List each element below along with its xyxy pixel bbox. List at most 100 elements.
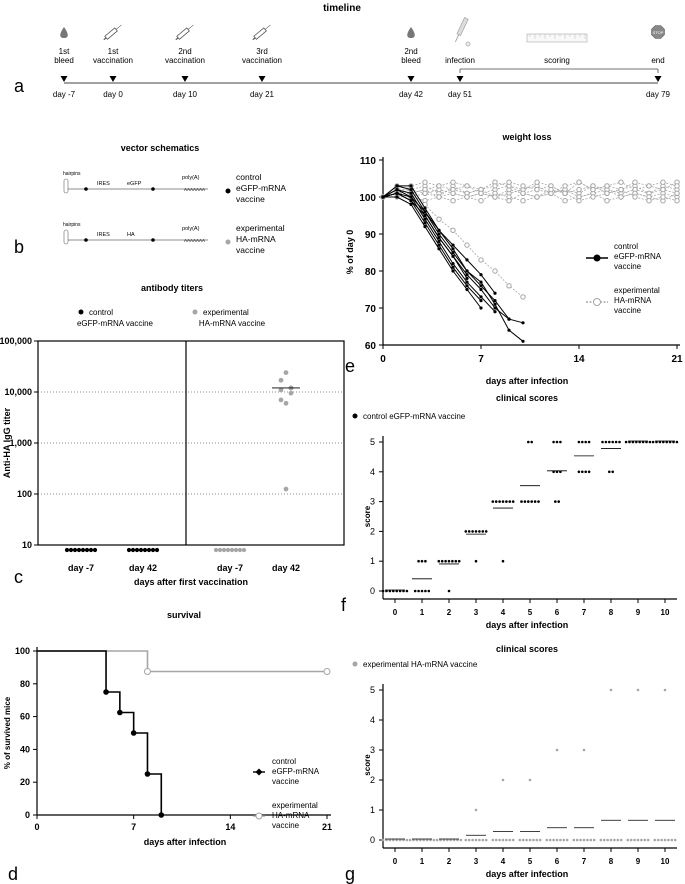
weight-curve (382, 181, 678, 198)
data-point (660, 838, 663, 842)
data-point (451, 247, 455, 251)
data-point (423, 213, 427, 218)
x-tick-label: 0 (393, 857, 398, 866)
data-point (520, 198, 526, 204)
x-tick-label: day -7 (217, 563, 243, 573)
x-tick-label: 8 (609, 857, 614, 866)
x-tick-label: 10 (661, 608, 670, 617)
y-axis-label: % of survived mice (3, 696, 12, 769)
data-point (520, 500, 523, 503)
data-point (409, 195, 413, 199)
data-point (432, 838, 436, 842)
x-tick-label: 2 (447, 608, 452, 617)
timeline-day-label: day 21 (250, 90, 275, 99)
data-point (474, 530, 478, 533)
x-tick-label: 2 (447, 857, 452, 866)
data-point (92, 547, 98, 553)
data-point (505, 500, 508, 503)
data-point (590, 194, 596, 200)
data-point (409, 199, 413, 203)
timeline-marker (407, 76, 415, 82)
legend-marker (192, 309, 198, 315)
data-point (660, 179, 666, 185)
weight-curve (382, 192, 678, 202)
data-point (562, 183, 568, 189)
data-point (471, 838, 474, 842)
data-point (624, 440, 628, 444)
data-point (423, 225, 427, 229)
data-point (467, 530, 471, 533)
timeline-title: timeline (323, 3, 361, 14)
panel-letter-d: d (8, 864, 18, 884)
data-point (427, 589, 431, 593)
data-point (501, 559, 505, 563)
y-tick-label: 20 (20, 777, 30, 787)
data-point (451, 254, 455, 258)
data-point (667, 838, 670, 842)
data-point (451, 250, 455, 255)
syringe-barrel (104, 27, 118, 40)
timeline-event-label: vaccination (242, 56, 282, 65)
data-point (530, 440, 533, 444)
data-point (381, 838, 385, 842)
data-point (420, 559, 424, 563)
data-point (278, 397, 284, 403)
weight-curve (382, 185, 524, 324)
timeline-event-label: vaccination (93, 56, 133, 65)
data-point (520, 183, 526, 189)
y-tick-label: 70 (365, 304, 377, 315)
data-point (521, 339, 525, 343)
data-point (555, 440, 559, 444)
data-point (643, 838, 647, 842)
data-point (283, 370, 289, 376)
x-axis-label: days after first vaccination (134, 577, 248, 587)
data-point (646, 838, 650, 842)
plot-frame (37, 340, 345, 546)
stop-sign-text: STOP (653, 30, 664, 35)
data-point (577, 440, 581, 444)
data-point (130, 547, 136, 553)
timeline-event-label: 2nd (178, 47, 191, 56)
x-tick-label: 9 (636, 857, 641, 866)
panel-letter-e: e (345, 356, 355, 376)
data-point (534, 194, 540, 200)
data-point (225, 547, 231, 553)
legend-marker (225, 188, 231, 194)
data-point (444, 559, 447, 563)
x-tick-label: 14 (573, 354, 585, 365)
data-point (507, 317, 511, 321)
syringe-barrel (176, 27, 190, 40)
x-axis-label: days after infection (144, 837, 227, 847)
data-point (606, 838, 609, 842)
data-point (84, 547, 90, 553)
x-tick-label: 6 (555, 857, 560, 866)
polya-label: poly(A) (182, 226, 200, 232)
data-point (479, 299, 483, 303)
data-point (592, 838, 596, 842)
hairpins-label: hairpins (63, 171, 81, 177)
x-tick-label: day 42 (272, 563, 300, 573)
y-tick-label: 80 (365, 267, 377, 278)
legend-label: eGFP-mRNA (272, 767, 320, 776)
data-point (237, 547, 243, 553)
data-point (520, 294, 526, 300)
data-point (423, 210, 427, 214)
legend-marker (352, 661, 358, 667)
legend-label: eGFP-mRNA (614, 252, 662, 261)
x-tick-label: 1 (420, 608, 425, 617)
syringe-icon (103, 24, 122, 41)
data-point (479, 287, 483, 292)
data-point (454, 559, 458, 563)
x-tick-label: 7 (582, 857, 587, 866)
data-point (150, 547, 156, 553)
y-tick-label: 100 (17, 489, 32, 499)
data-point (405, 838, 409, 842)
data-point (548, 838, 552, 842)
y-tick-label: 100 (359, 193, 376, 204)
data-point (576, 179, 582, 185)
data-point (565, 838, 569, 842)
data-point (511, 500, 515, 503)
data-point (88, 547, 94, 553)
weight-curve (382, 189, 678, 202)
x-tick-label: 0 (393, 608, 398, 617)
